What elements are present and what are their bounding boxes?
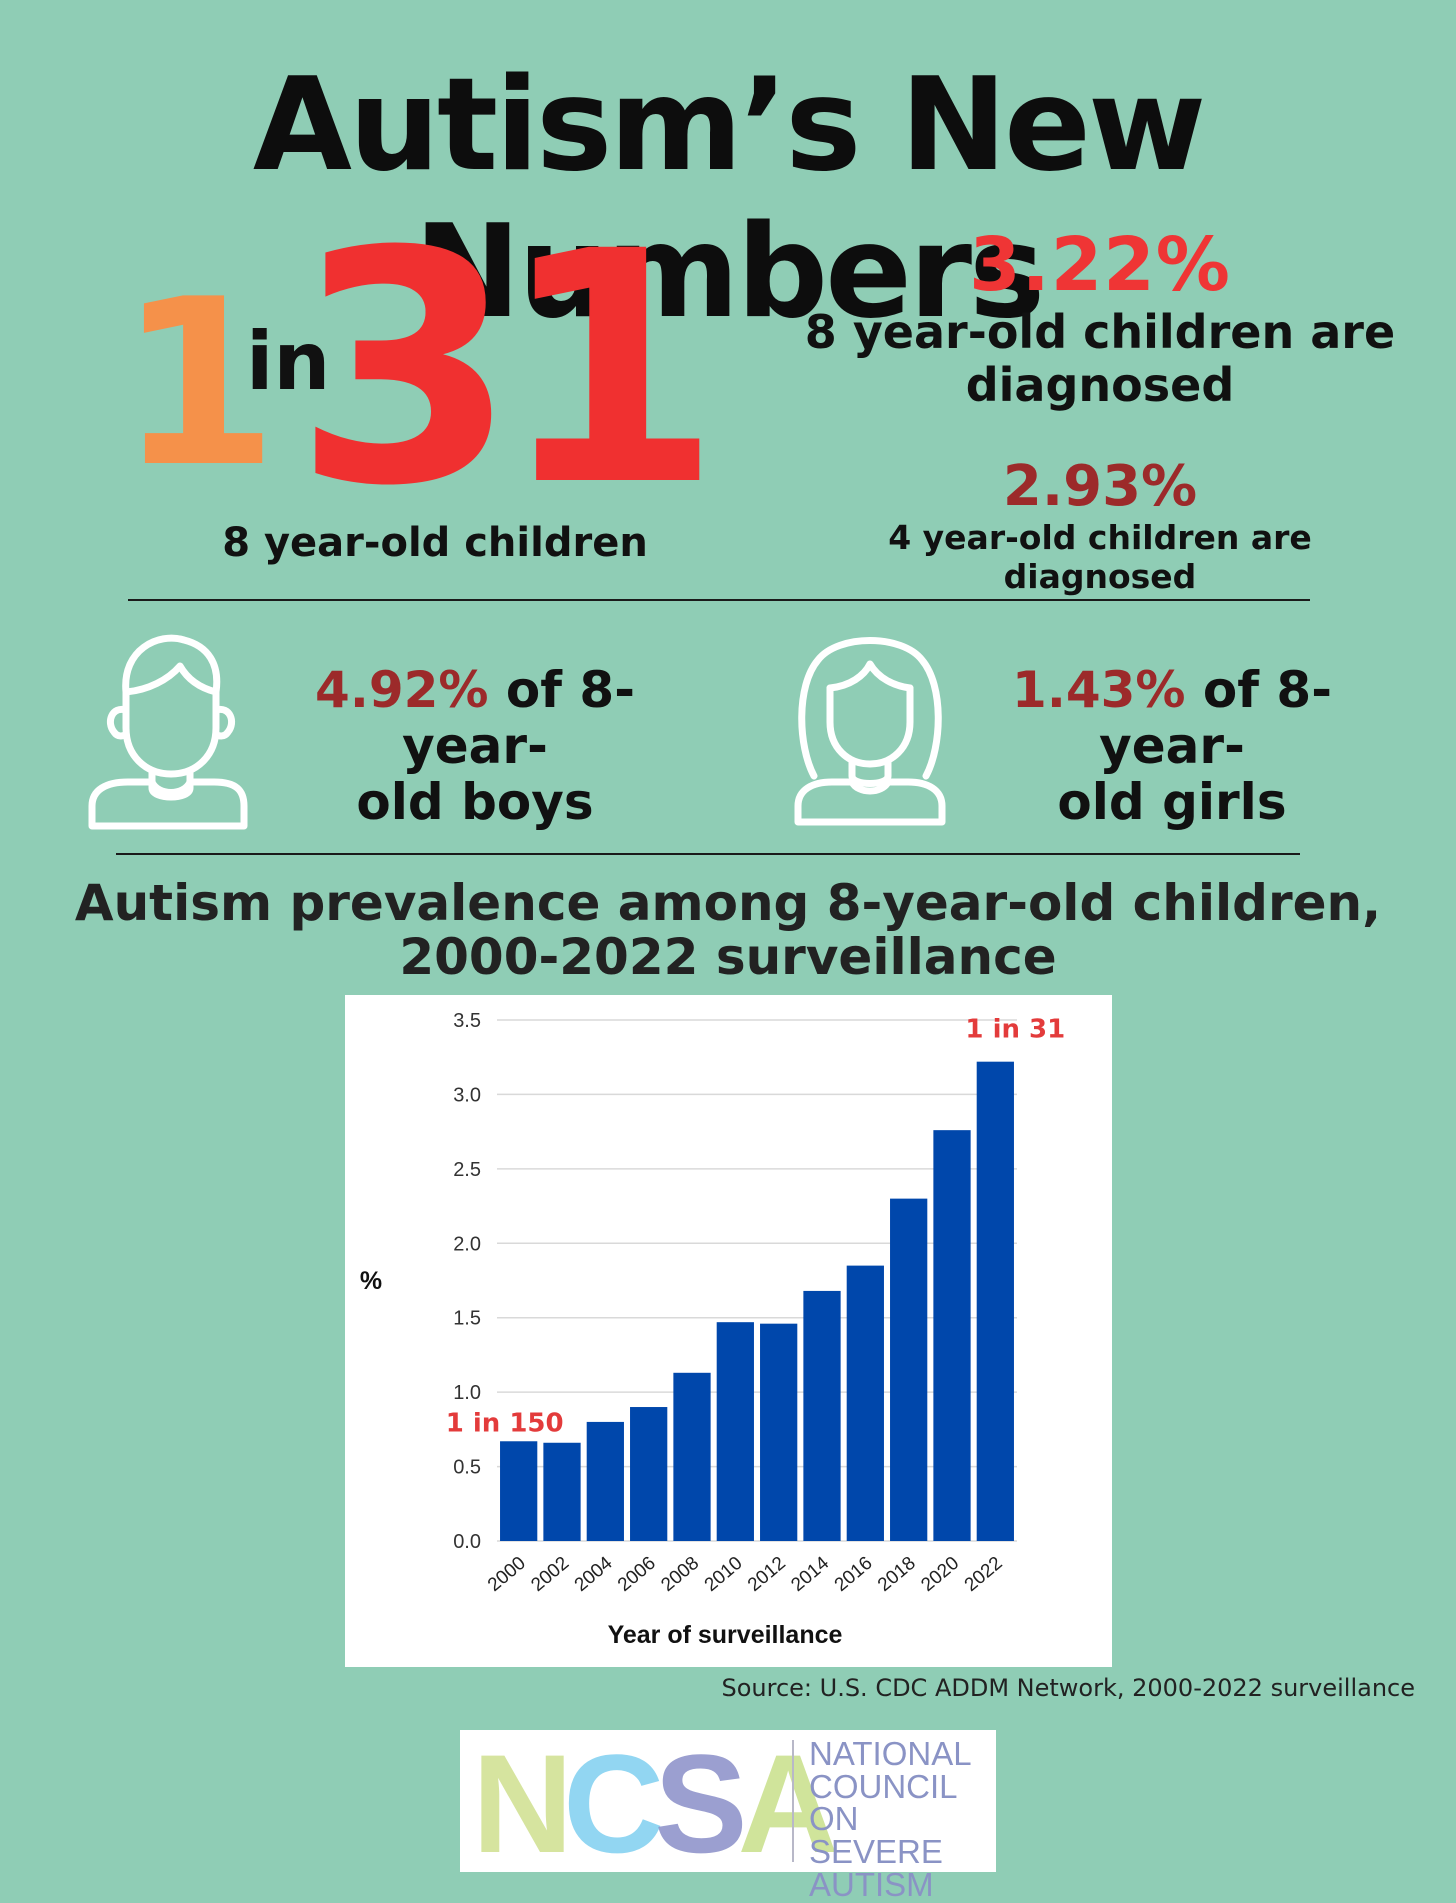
bar (846, 1265, 884, 1541)
boys-text-line1: of 8-year- (402, 661, 635, 775)
boys-text-line2: old boys (356, 773, 594, 831)
y-tick-label: 2.0 (453, 1233, 481, 1255)
boys-stat: 4.92% of 8-year- old boys (245, 662, 705, 830)
bar (586, 1421, 624, 1541)
girls-text-line2: old girls (1057, 773, 1287, 831)
ncsa-logo: NCSA NATIONAL COUNCIL ON SEVERE AUTISM (460, 1730, 996, 1900)
ratio-numerator: 1 (118, 251, 278, 518)
x-axis-title: Year of surveillance (608, 1621, 843, 1649)
y-tick-label: 1.5 (453, 1308, 481, 1330)
bar (543, 1442, 581, 1541)
x-tick-label: 2020 (917, 1553, 963, 1596)
logo-letter-n: N (472, 1725, 573, 1882)
logo-text-line: NATIONAL (809, 1735, 972, 1772)
bar (673, 1372, 711, 1541)
x-tick-label: 2008 (657, 1553, 703, 1596)
x-tick-label: 2002 (527, 1553, 573, 1596)
x-tick-label: 2006 (614, 1553, 660, 1596)
bar (500, 1441, 538, 1541)
boys-percentage: 4.92% (315, 661, 489, 719)
boy-icon (88, 630, 248, 830)
four-year-caption: 4 year-old children are diagnosed (888, 518, 1312, 596)
page-title: Autism’s New Numbers (252, 51, 1206, 348)
y-axis-title: % (360, 1267, 382, 1295)
logo-letters: NCSA (472, 1734, 839, 1874)
girl-icon (790, 626, 950, 826)
x-tick-label: 2016 (831, 1553, 877, 1596)
bar (976, 1061, 1014, 1541)
bar (716, 1322, 754, 1541)
eight-year-caption: 8 year-old children are diagnosed (800, 305, 1400, 413)
y-tick-label: 1.0 (453, 1382, 481, 1404)
bar (933, 1130, 971, 1541)
x-tick-label: 2022 (961, 1553, 1007, 1596)
y-tick-label: 3.5 (453, 1010, 481, 1032)
bar (630, 1407, 668, 1541)
girls-text-line1: of 8-year- (1099, 661, 1332, 775)
logo-letter-s: S (654, 1725, 747, 1882)
y-tick-label: 0.0 (453, 1531, 481, 1553)
ratio-connector: in (246, 315, 331, 408)
data-annotation: 1 in 31 (965, 1015, 1065, 1045)
x-tick-label: 2012 (744, 1553, 790, 1596)
y-tick-label: 0.5 (453, 1457, 481, 1479)
eight-year-percentage: 3.22% (969, 222, 1231, 308)
logo-letter-c: C (563, 1725, 664, 1882)
eight-year-caption-line1: 8 year-old children are (804, 305, 1396, 359)
chart-title-line2: 2000-2022 surveillance (399, 928, 1057, 986)
x-tick-label: 2010 (701, 1553, 747, 1596)
divider-top (128, 599, 1310, 601)
divider-bottom (116, 853, 1300, 855)
chart-panel: 0.0 0.5 1.0 1.5 2.0 2.5 3.0 3.5 2000 2002 2004 2006… (345, 995, 1112, 1667)
data-annotation: 1 in 150 (446, 1408, 564, 1438)
girls-percentage: 1.43% (1012, 661, 1186, 719)
y-tick-label: 3.0 (453, 1084, 481, 1106)
ratio-denominator: 31 (294, 184, 721, 556)
bar (760, 1323, 798, 1541)
logo-text: NATIONAL COUNCIL ON SEVERE AUTISM (809, 1735, 996, 1901)
source-note: Source: U.S. CDC ADDM Network, 2000-2022… (721, 1674, 1415, 1702)
chart-title-line1: Autism prevalence among 8-year-old child… (74, 874, 1382, 932)
girls-stat: 1.43% of 8-year- old girls (942, 662, 1402, 830)
eight-year-caption-line2: diagnosed (965, 358, 1235, 413)
x-tick-label: 2000 (484, 1553, 530, 1596)
x-tick-label: 2004 (571, 1552, 617, 1596)
x-tick-label: 2018 (874, 1553, 920, 1596)
logo-text-line: ON SEVERE (809, 1800, 943, 1870)
bar-chart: 0.0 0.5 1.0 1.5 2.0 2.5 3.0 3.5 2000200220042006… (360, 1010, 1065, 1649)
bar (803, 1290, 841, 1541)
logo-letter-a: A (737, 1725, 839, 1882)
x-tick-label: 2014 (787, 1552, 833, 1596)
logo-divider (792, 1740, 794, 1862)
ratio-caption: 8 year-old children (222, 520, 648, 566)
logo-text-line: COUNCIL (809, 1767, 958, 1805)
bar (890, 1198, 928, 1541)
four-year-percentage: 2.93% (1002, 454, 1198, 519)
y-tick-label: 2.5 (453, 1159, 481, 1181)
chart-title: Autism prevalence among 8-year-old child… (0, 876, 1456, 984)
